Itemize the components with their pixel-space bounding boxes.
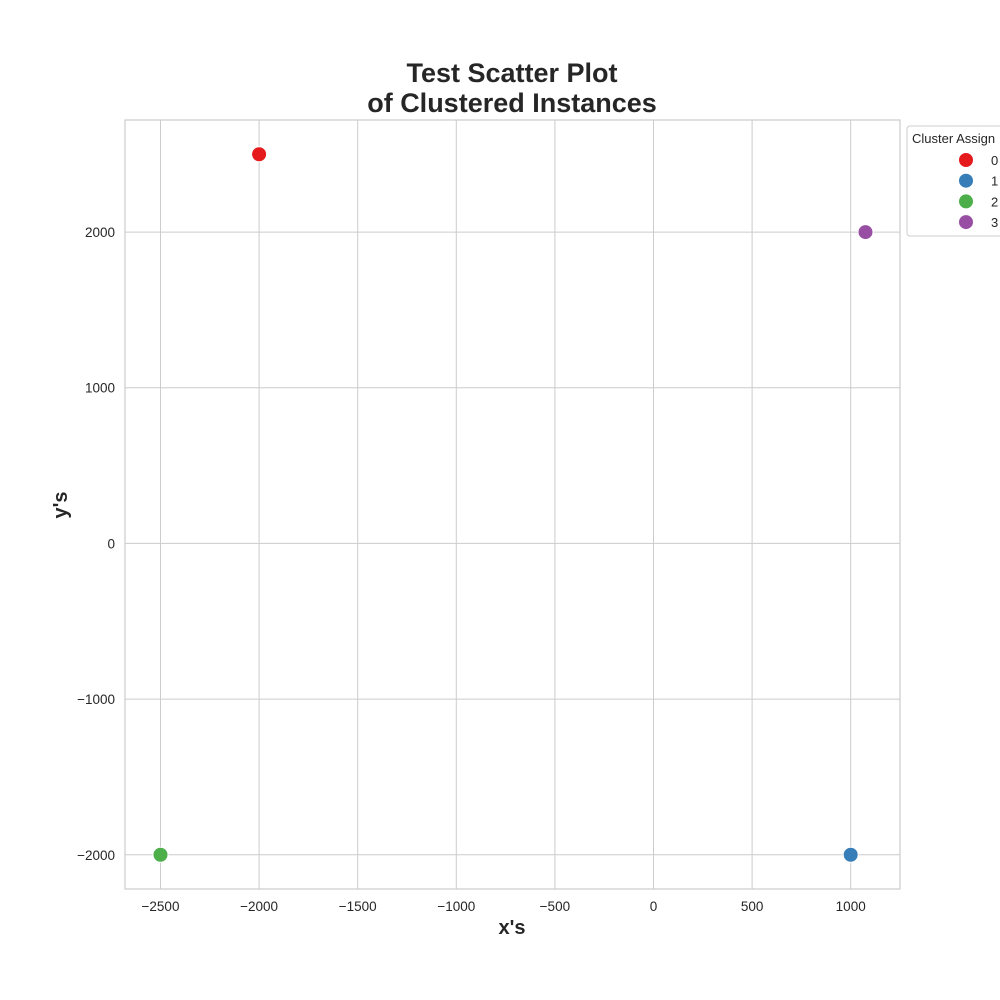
legend-marker-cluster-1 [958, 172, 974, 189]
y-axis-ticks: −2000 −1000 0 1000 2000 [77, 225, 115, 863]
legend-marker-cluster-2 [958, 193, 974, 210]
legend-entries: 0 1 2 3 [958, 152, 998, 231]
y-tick-label: 0 [107, 536, 115, 551]
y-tick-label: −2000 [77, 848, 115, 863]
legend-label-cluster-1: 1 [991, 174, 998, 189]
y-tick-label: 1000 [85, 381, 115, 396]
legend: Cluster Assign 0 1 2 3 [906, 125, 1000, 237]
x-tick-label: −1000 [437, 899, 475, 914]
x-tick-label: −2500 [142, 899, 180, 914]
legend-box [906, 125, 1000, 237]
legend-marker-cluster-0 [958, 152, 974, 168]
x-tick-label: 500 [741, 899, 764, 914]
legend-label-cluster-2: 2 [991, 194, 998, 209]
y-tick-label: 2000 [85, 225, 115, 240]
x-tick-label: −2000 [240, 899, 278, 914]
y-axis-label: y's [50, 491, 72, 518]
plot-frame [124, 119, 901, 890]
x-tick-label: −1500 [339, 899, 377, 914]
legend-title: Cluster Assign [912, 131, 995, 146]
x-axis-label: x's [498, 917, 525, 939]
legend-marker-cluster-3 [958, 214, 974, 231]
x-axis-ticks: −2500 −2000 −1500 −1000 −500 0 500 1000 [142, 899, 866, 914]
chart-title-line-2: of Clustered Instances [367, 88, 657, 118]
scatter-point-cluster-2 [152, 846, 169, 863]
x-tick-label: 1000 [836, 899, 866, 914]
y-tick-label: −1000 [77, 692, 115, 707]
scatter-point-cluster-1 [842, 846, 859, 863]
grid [125, 120, 900, 889]
data-points [152, 146, 874, 863]
scatter-point-cluster-0 [251, 146, 268, 163]
scatter-point-cluster-3 [857, 224, 874, 241]
x-tick-label: −500 [540, 899, 570, 914]
x-tick-label: 0 [650, 899, 658, 914]
legend-label-cluster-3: 3 [991, 215, 998, 230]
chart-title-line-1: Test Scatter Plot [406, 58, 617, 88]
legend-label-cluster-0: 0 [991, 153, 998, 168]
